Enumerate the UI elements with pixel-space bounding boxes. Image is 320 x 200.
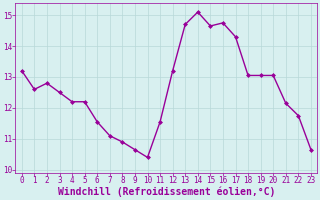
X-axis label: Windchill (Refroidissement éolien,°C): Windchill (Refroidissement éolien,°C) <box>58 187 275 197</box>
